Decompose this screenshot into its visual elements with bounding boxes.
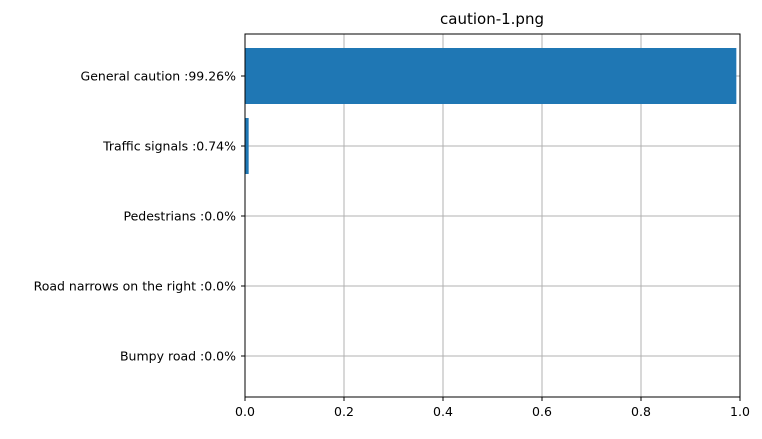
x-tick-label: 0.8	[631, 404, 651, 419]
bars	[245, 48, 737, 174]
x-tick-label: 0.2	[334, 404, 354, 419]
y-tick-label: Pedestrians :0.0%	[124, 209, 237, 224]
chart-title: caution-1.png	[440, 10, 544, 28]
y-tick-label: Bumpy road :0.0%	[120, 349, 236, 364]
x-tick-label: 1.0	[730, 404, 750, 419]
x-tick-label: 0.6	[532, 404, 552, 419]
bar	[245, 118, 249, 174]
bar	[245, 48, 737, 104]
x-axis: 0.0 0.2 0.4 0.6 0.8 1.0	[235, 397, 750, 419]
y-tick-label: Road narrows on the right :0.0%	[34, 279, 237, 294]
x-tick-label: 0.4	[433, 404, 453, 419]
y-axis: General caution :99.26% Traffic signals :…	[34, 69, 245, 364]
x-tick-label: 0.0	[235, 404, 255, 419]
y-tick-label: Traffic signals :0.74%	[102, 139, 236, 154]
y-tick-label: General caution :99.26%	[81, 69, 237, 84]
